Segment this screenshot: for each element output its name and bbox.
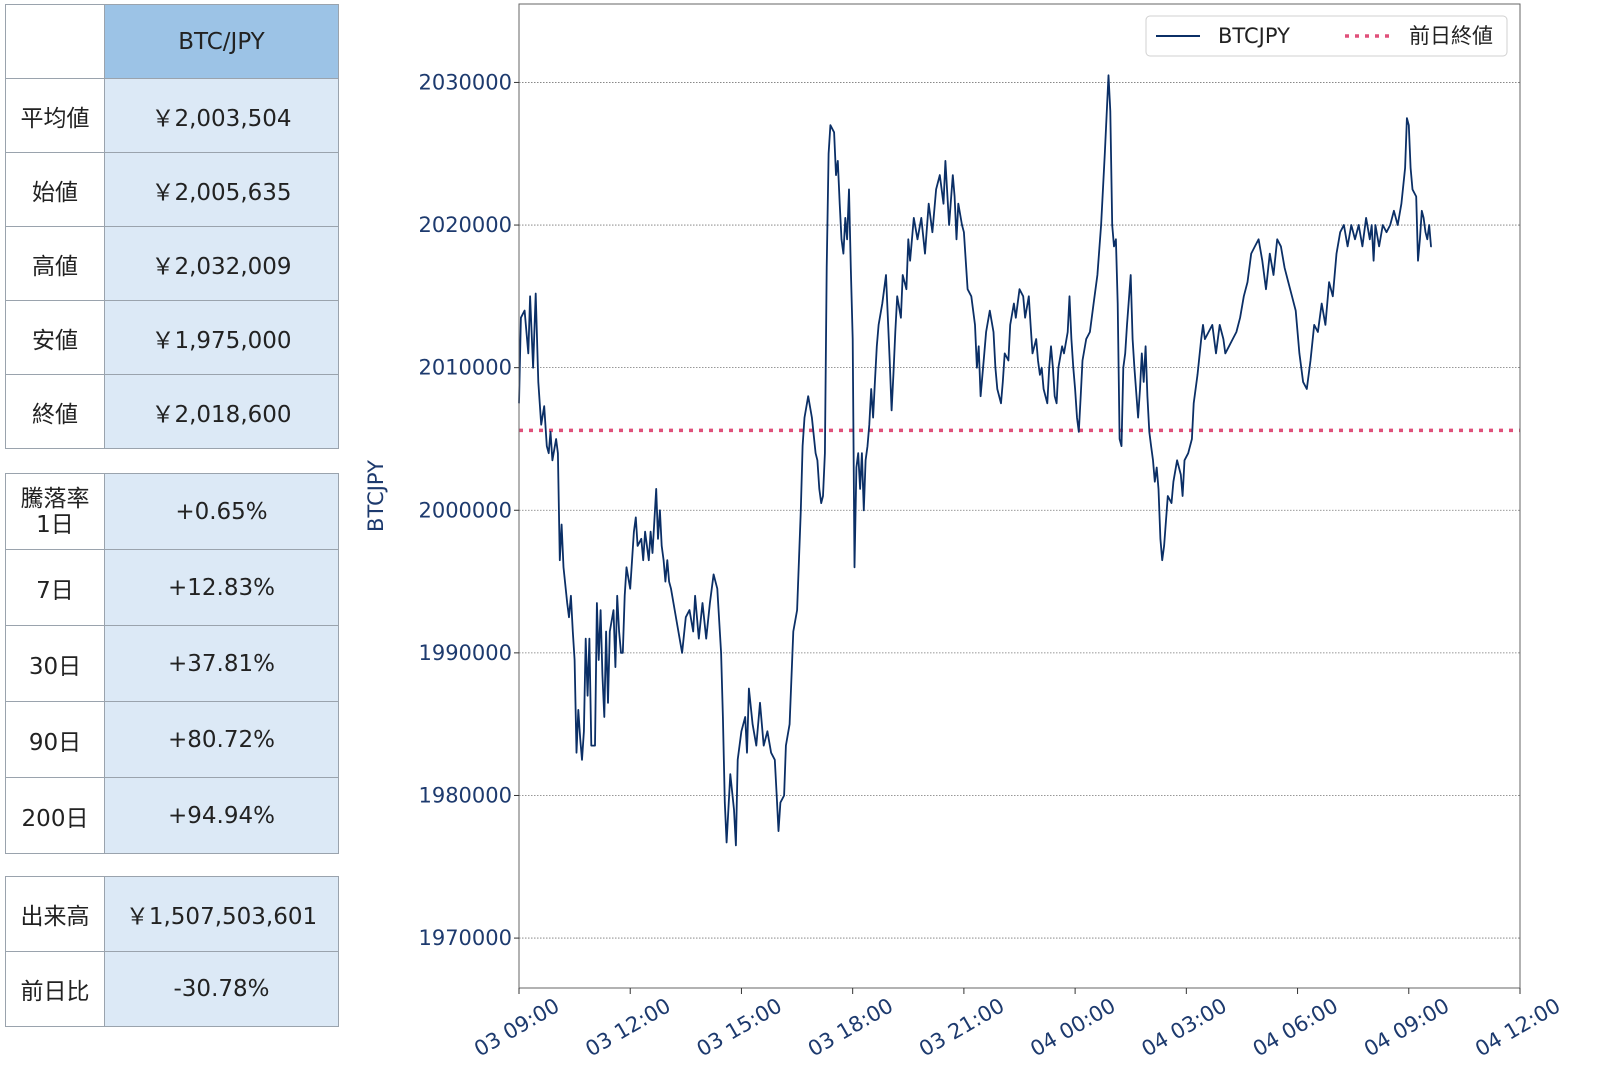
x-tick-label: 03 09:00 bbox=[470, 994, 563, 1062]
row-label: 出来高 bbox=[5, 876, 105, 952]
table-row: 高値 ￥2,032,009 bbox=[5, 226, 339, 301]
x-tick-label: 03 15:00 bbox=[693, 994, 786, 1062]
row-value: +0.65% bbox=[104, 473, 339, 550]
legend-box bbox=[1145, 15, 1508, 57]
legend-prevclose-label: 前日終値 bbox=[1409, 24, 1493, 48]
table-row: 騰落率 1日 +0.65% bbox=[5, 473, 339, 550]
row-value: ￥2,018,600 bbox=[104, 374, 339, 449]
x-tick-label: 04 12:00 bbox=[1471, 994, 1564, 1062]
table-row: 200日 +94.94% bbox=[5, 777, 339, 854]
row-value: +12.83% bbox=[104, 549, 339, 626]
price-stats-table: BTC/JPY 平均値 ￥2,003,504 始値 ￥2,005,635 高値 … bbox=[5, 4, 339, 449]
row-label: 終値 bbox=[5, 374, 105, 449]
row-value: -30.78% bbox=[104, 951, 339, 1027]
table-row: 前日比 -30.78% bbox=[5, 951, 339, 1027]
y-tick-label: 1990000 bbox=[418, 641, 512, 665]
row-value: ￥2,003,504 bbox=[104, 78, 339, 153]
y-axis: 1970000 1980000 1990000 2000000 2010000 20200… bbox=[418, 70, 519, 950]
volume-table: 出来高 ￥1,507,503,601 前日比 -30.78% bbox=[5, 876, 339, 1027]
y-tick-label: 2000000 bbox=[418, 498, 512, 522]
y-tick-label: 2020000 bbox=[418, 213, 512, 237]
row-value: ￥2,032,009 bbox=[104, 226, 339, 301]
row-label: 90日 bbox=[5, 701, 105, 778]
row-label: 始値 bbox=[5, 152, 105, 227]
y-tick-label: 2030000 bbox=[418, 70, 512, 94]
change-rate-table: 騰落率 1日 +0.65% 7日 +12.83% 30日 +37.81% 90日 … bbox=[5, 473, 339, 854]
row-label: 高値 bbox=[5, 226, 105, 301]
table-row: 30日 +37.81% bbox=[5, 625, 339, 702]
legend: BTCJPY 前日終値 bbox=[1145, 15, 1508, 57]
change-rate-title: 騰落率 bbox=[20, 485, 90, 512]
legend-price-label: BTCJPY bbox=[1218, 24, 1290, 48]
table-row: 90日 +80.72% bbox=[5, 701, 339, 778]
y-tick-label: 2010000 bbox=[418, 356, 512, 380]
x-tick-label: 03 21:00 bbox=[915, 994, 1008, 1062]
table-row: 平均値 ￥2,003,504 bbox=[5, 78, 339, 153]
y-tick-label: 1970000 bbox=[418, 926, 512, 950]
row-value: ￥1,975,000 bbox=[104, 300, 339, 375]
row-label: 騰落率 1日 bbox=[5, 473, 105, 550]
table-row: 終値 ￥2,018,600 bbox=[5, 374, 339, 449]
row-value: ￥2,005,635 bbox=[104, 152, 339, 227]
x-tick-label: 03 12:00 bbox=[581, 994, 674, 1062]
row-value: +94.94% bbox=[104, 777, 339, 854]
grid-lines bbox=[519, 82, 1520, 939]
table-row: 出来高 ￥1,507,503,601 bbox=[5, 876, 339, 952]
row-label: 200日 bbox=[5, 777, 105, 854]
table-row: 始値 ￥2,005,635 bbox=[5, 152, 339, 227]
row-value: +80.72% bbox=[104, 701, 339, 778]
plot-frame bbox=[518, 3, 1521, 989]
row-label: 平均値 bbox=[5, 78, 105, 153]
x-tick-label: 04 09:00 bbox=[1360, 994, 1453, 1062]
y-tick-label: 1980000 bbox=[418, 783, 512, 807]
y-axis-label: BTCJPY bbox=[364, 460, 388, 532]
x-axis: 03 09:00 03 12:00 03 15:00 03 18:00 03 21:00… bbox=[470, 988, 1565, 1062]
x-tick-label: 03 18:00 bbox=[804, 994, 897, 1062]
x-tick-label: 04 06:00 bbox=[1249, 994, 1342, 1062]
row-label: 前日比 bbox=[5, 951, 105, 1027]
change-period-label: 1日 bbox=[36, 511, 74, 538]
row-value: ￥1,507,503,601 bbox=[104, 876, 339, 952]
price-line bbox=[518, 74, 1432, 847]
header-blank-cell bbox=[5, 4, 105, 79]
row-value: +37.81% bbox=[104, 625, 339, 702]
x-tick-label: 04 00:00 bbox=[1026, 994, 1119, 1062]
x-tick-label: 04 03:00 bbox=[1137, 994, 1230, 1062]
